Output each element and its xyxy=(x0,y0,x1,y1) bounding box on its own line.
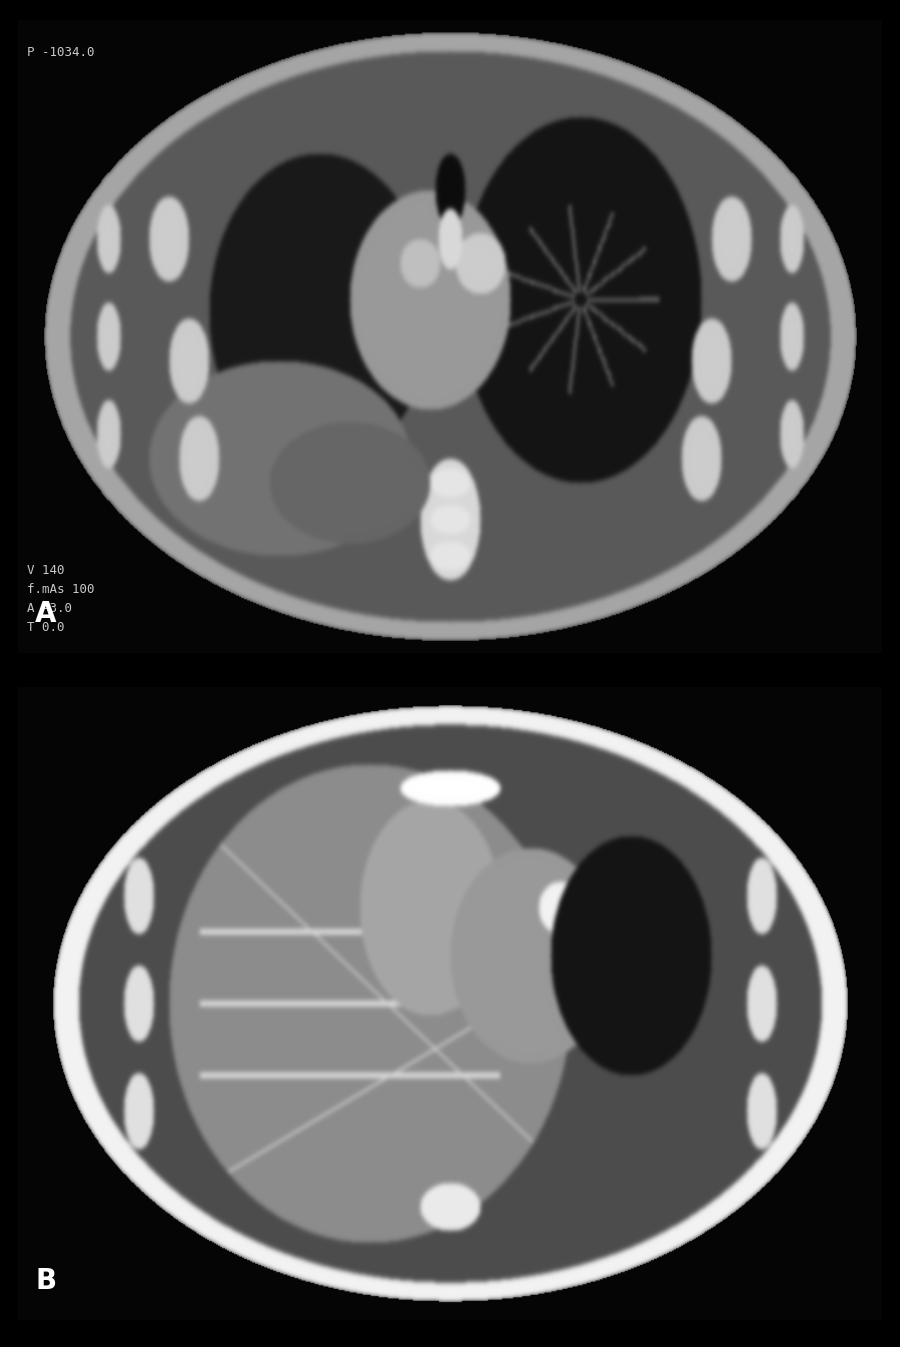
Text: V 140: V 140 xyxy=(27,564,64,578)
Text: A -3.0: A -3.0 xyxy=(27,602,72,616)
Text: P -1034.0: P -1034.0 xyxy=(27,46,94,58)
Text: A: A xyxy=(35,599,57,628)
Text: B: B xyxy=(35,1266,57,1294)
Text: f.mAs 100: f.mAs 100 xyxy=(27,583,94,597)
Text: T 0.0: T 0.0 xyxy=(27,621,64,634)
